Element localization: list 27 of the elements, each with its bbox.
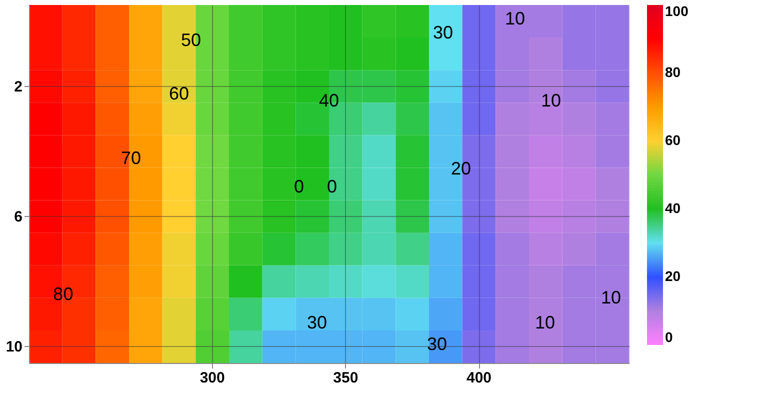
color-bar-label: 100: [665, 3, 689, 19]
annotation: 60: [168, 84, 190, 104]
color-bar-label: 20: [665, 268, 681, 284]
annotation: 50: [180, 30, 202, 50]
annotation: 80: [53, 284, 74, 304]
annotation: 10: [534, 312, 556, 333]
y-tick-label: 10: [6, 338, 22, 356]
annotation: 30: [426, 334, 448, 354]
annotation: 0: [326, 176, 338, 197]
color-bar-label: 0: [665, 329, 673, 345]
annotation: 40: [318, 90, 340, 111]
x-tick-label: 400: [466, 370, 492, 386]
color-bar-label: 40: [665, 200, 681, 216]
y-tick-label: 6: [14, 208, 22, 226]
annotation: 10: [504, 8, 526, 28]
x-tick-label: 350: [333, 370, 358, 386]
annotation: 30: [306, 312, 328, 333]
annotation: 10: [600, 288, 622, 308]
x-tick-label: 300: [200, 370, 225, 386]
annotation: 20: [450, 158, 472, 179]
color-bar-label: 60: [665, 132, 681, 148]
annotation: 30: [432, 22, 454, 43]
annotation: 10: [540, 90, 562, 111]
y-tick-label: 2: [14, 78, 22, 96]
color-bar-label: 80: [665, 64, 681, 80]
annotation: 0: [294, 176, 304, 197]
annotation: 70: [120, 148, 142, 168]
